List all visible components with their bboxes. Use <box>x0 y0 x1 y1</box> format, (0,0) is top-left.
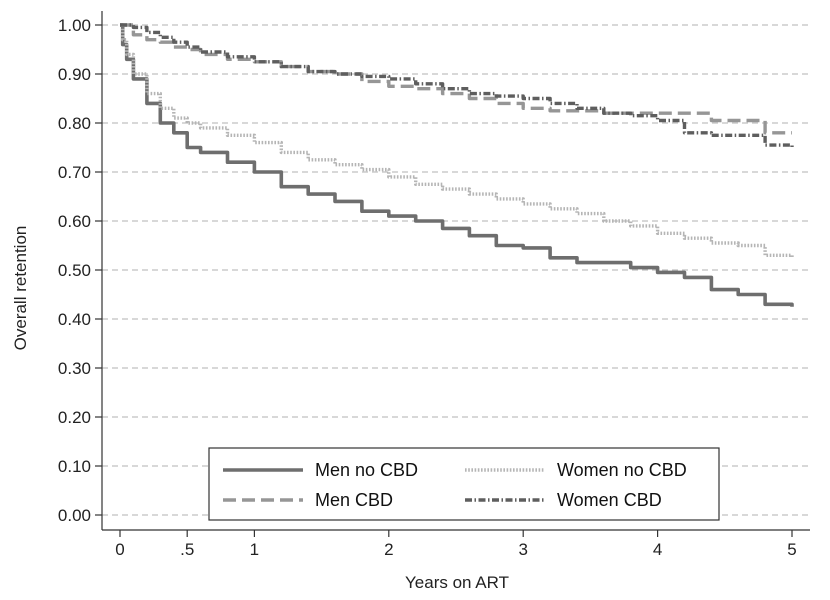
series-line-men-cbd <box>120 23 792 135</box>
legend-label: Women CBD <box>557 490 662 510</box>
y-tick-label: 0.50 <box>58 261 91 280</box>
y-tick-label: 0.70 <box>58 163 91 182</box>
axes: 0.00 0.10 0.20 0.30 0.40 0.50 0.60 0.70 0.80 0.90… <box>58 11 810 559</box>
x-axis-title: Years on ART <box>405 573 509 592</box>
legend-box <box>208 447 720 521</box>
series-line-women-no-cbd <box>120 23 794 258</box>
series-lines <box>120 23 794 307</box>
y-tick-label: 0.00 <box>58 506 91 525</box>
legend: Men no CBD Women no CBD Men CBD Women CBD <box>208 447 720 521</box>
y-tick-label: 0.80 <box>58 114 91 133</box>
x-tick-label: .5 <box>180 540 194 559</box>
y-tick-label: 1.00 <box>58 16 91 35</box>
x-tick-label: 1 <box>250 540 259 559</box>
legend-label: Women no CBD <box>557 460 687 480</box>
x-tick-label: 3 <box>518 540 527 559</box>
y-tick-label: 0.40 <box>58 310 91 329</box>
legend-label: Men no CBD <box>315 460 418 480</box>
x-tick-label: 5 <box>787 540 796 559</box>
series-line-women-cbd <box>120 23 794 148</box>
y-tick-label: 0.30 <box>58 359 91 378</box>
x-tick-label: 0 <box>115 540 124 559</box>
y-axis-title: Overall retention <box>11 226 30 351</box>
y-tick-label: 0.10 <box>58 457 91 476</box>
x-tick-label: 4 <box>653 540 662 559</box>
y-tick-label: 0.60 <box>58 212 91 231</box>
x-tick-label: 2 <box>384 540 393 559</box>
legend-label: Men CBD <box>315 490 393 510</box>
y-tick-label: 0.90 <box>58 65 91 84</box>
y-tick-label: 0.20 <box>58 408 91 427</box>
series-line-men-no-cbd <box>120 23 794 307</box>
